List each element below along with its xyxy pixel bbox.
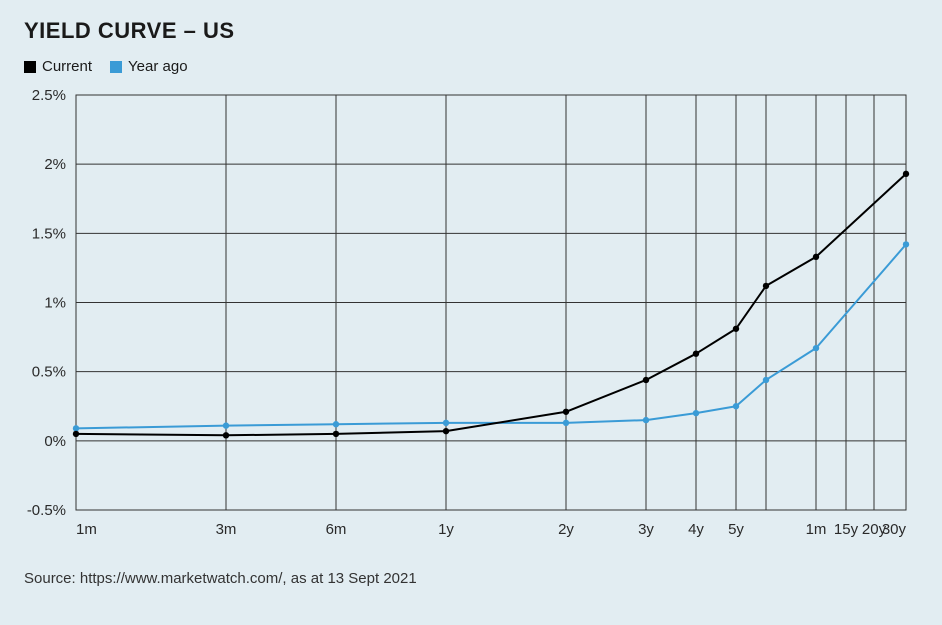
svg-text:0.5%: 0.5%: [32, 364, 66, 381]
legend: Current Year ago: [24, 58, 918, 75]
chart-title: YIELD CURVE – US: [24, 18, 918, 44]
yield-curve-chart: -0.5% 0% 0.5% 1% 1.5% 2% 2.5% 1m 3m 6m 1y 2y 3y 4y 5y 1…: [24, 85, 914, 555]
svg-text:1.5%: 1.5%: [32, 225, 66, 242]
svg-text:2.5%: 2.5%: [32, 87, 66, 104]
svg-text:0%: 0%: [44, 433, 66, 450]
chart-area: -0.5% 0% 0.5% 1% 1.5% 2% 2.5% 1m 3m 6m 1y 2y 3y 4y 5y 1…: [24, 85, 918, 560]
legend-swatch-yearago: [110, 61, 122, 73]
source-text: Source: https://www.marketwatch.com/, as…: [24, 570, 918, 587]
svg-text:1%: 1%: [44, 295, 66, 312]
svg-text:3m: 3m: [216, 521, 237, 538]
svg-text:15y: 15y: [834, 521, 859, 538]
svg-text:6m: 6m: [326, 521, 347, 538]
svg-text:3y: 3y: [638, 521, 654, 538]
svg-text:-0.5%: -0.5%: [27, 502, 66, 519]
svg-text:2%: 2%: [44, 156, 66, 173]
svg-text:4y: 4y: [688, 521, 704, 538]
svg-text:1y: 1y: [438, 521, 454, 538]
svg-text:1m: 1m: [76, 521, 97, 538]
legend-swatch-current: [24, 61, 36, 73]
legend-item-current: Current: [24, 58, 92, 75]
legend-item-yearago: Year ago: [110, 58, 188, 75]
svg-text:1m: 1m: [806, 521, 827, 538]
svg-text:2y: 2y: [558, 521, 574, 538]
legend-label-yearago: Year ago: [128, 58, 188, 75]
legend-label-current: Current: [42, 58, 92, 75]
svg-text:5y: 5y: [728, 521, 744, 538]
svg-text:30y: 30y: [882, 521, 907, 538]
